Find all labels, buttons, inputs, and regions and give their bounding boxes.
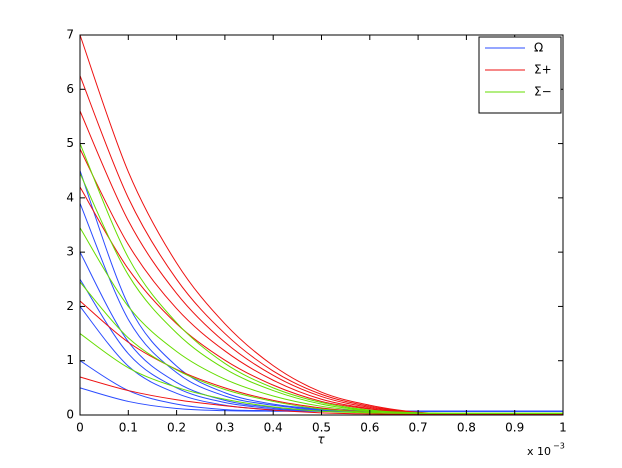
x-tick-label: 0.5 [312, 421, 331, 435]
x-tick-label: 0 [76, 421, 84, 435]
x-axis-label: τ [317, 433, 325, 447]
x-tick-label: 0.7 [409, 421, 428, 435]
x-tick-label: 0.2 [167, 421, 186, 435]
y-tick-label: 2 [66, 299, 74, 313]
y-tick-label: 6 [66, 82, 74, 96]
y-tick-label: 0 [66, 408, 74, 422]
x-tick-label: 0.4 [264, 421, 283, 435]
x-tick-label: 0.1 [119, 421, 138, 435]
x-tick-label: 0.9 [505, 421, 524, 435]
y-tick-label: 4 [66, 190, 74, 204]
y-tick-label: 1 [66, 353, 74, 367]
legend-label: Ω [534, 41, 543, 55]
y-tick-label: 5 [66, 136, 74, 150]
legend-label: Σ+ [534, 63, 552, 77]
x-tick-label: 0.3 [215, 421, 234, 435]
x-tick-label: 0.6 [360, 421, 379, 435]
x-multiplier: x 10 [527, 445, 551, 458]
x-exponent: −3 [553, 442, 565, 451]
x-tick-label: 0.8 [457, 421, 476, 435]
legend-box [478, 36, 562, 114]
y-tick-label: 3 [66, 245, 74, 259]
legend-label: Σ− [534, 85, 552, 99]
y-tick-label: 7 [66, 28, 74, 42]
x-tick-label: 1 [559, 421, 567, 435]
